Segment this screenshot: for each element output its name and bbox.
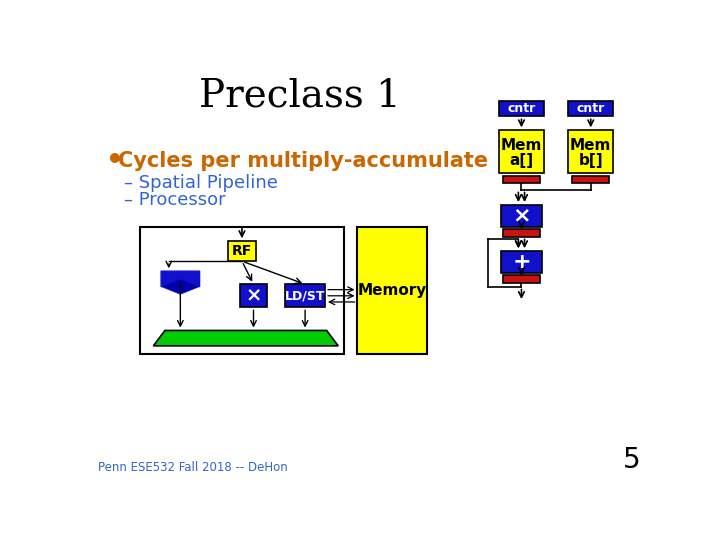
Bar — [228, 241, 256, 261]
Text: +: + — [512, 252, 531, 272]
Text: a[]: a[] — [509, 153, 534, 168]
Bar — [140, 226, 343, 354]
Text: Cycles per multiply-accumulate: Cycles per multiply-accumulate — [118, 151, 488, 171]
Polygon shape — [161, 279, 199, 294]
Text: LD/ST: LD/ST — [285, 289, 325, 302]
Text: Preclass 1: Preclass 1 — [199, 77, 400, 114]
Text: ×: × — [246, 286, 261, 305]
Text: RF: RF — [232, 244, 252, 258]
Text: Memory: Memory — [357, 282, 427, 298]
Bar — [240, 284, 267, 307]
Polygon shape — [153, 330, 338, 346]
Text: ×: × — [512, 206, 531, 226]
Text: cntr: cntr — [508, 102, 536, 115]
Text: cntr: cntr — [577, 102, 605, 115]
Bar — [503, 275, 540, 283]
Bar — [568, 130, 613, 173]
Text: Mem: Mem — [501, 138, 542, 153]
Text: b[]: b[] — [578, 153, 603, 168]
Bar — [499, 101, 544, 117]
Text: – Processor: – Processor — [124, 191, 226, 210]
Bar — [568, 101, 613, 117]
Bar — [503, 229, 540, 237]
Text: •: • — [106, 147, 123, 175]
Text: Penn ESE532 Fall 2018 -- DeHon: Penn ESE532 Fall 2018 -- DeHon — [98, 462, 288, 475]
Text: Mem: Mem — [570, 138, 611, 153]
Bar — [285, 284, 325, 307]
Bar — [499, 130, 544, 173]
Bar — [357, 226, 427, 354]
Text: – Spatial Pipeline: – Spatial Pipeline — [124, 174, 278, 192]
Bar — [503, 176, 540, 184]
Text: 5: 5 — [622, 447, 640, 475]
Polygon shape — [161, 271, 199, 287]
Bar — [500, 205, 542, 226]
Bar — [572, 176, 609, 184]
Bar — [500, 251, 542, 273]
